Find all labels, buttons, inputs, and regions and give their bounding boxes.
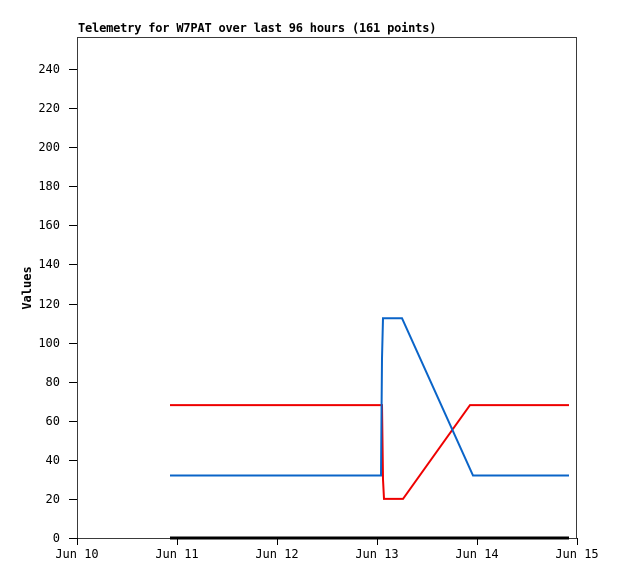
y-tick-label: 100 [38, 336, 60, 350]
telemetry-channel-red [170, 404, 569, 500]
x-tick-label: Jun 15 [555, 547, 599, 561]
x-tick-label: Jun 12 [255, 547, 299, 561]
y-tick-label: 40 [45, 453, 60, 467]
x-tick-label: Jun 10 [55, 547, 99, 561]
y-tick-label: 80 [45, 375, 60, 389]
y-tick-label: 120 [38, 297, 60, 311]
y-tick-label: 60 [45, 414, 60, 428]
x-tick-label: Jun 13 [355, 547, 399, 561]
chart-title: Telemetry for W7PAT over last 96 hours (… [78, 21, 437, 35]
y-tick-label: 20 [45, 492, 60, 506]
plot-border [77, 37, 577, 539]
y-tick-label: 140 [38, 257, 60, 271]
x-tick-label: Jun 14 [455, 547, 499, 561]
y-tick-label: 160 [38, 218, 60, 232]
y-tick-label: 240 [38, 62, 60, 76]
x-tick-label: Jun 11 [155, 547, 199, 561]
y-tick-label: 0 [52, 531, 60, 545]
y-tick-label: 200 [38, 140, 60, 154]
y-tick-label: 220 [38, 101, 60, 115]
y-tick-label: 180 [38, 179, 60, 193]
telemetry-channel-blue [170, 317, 569, 477]
